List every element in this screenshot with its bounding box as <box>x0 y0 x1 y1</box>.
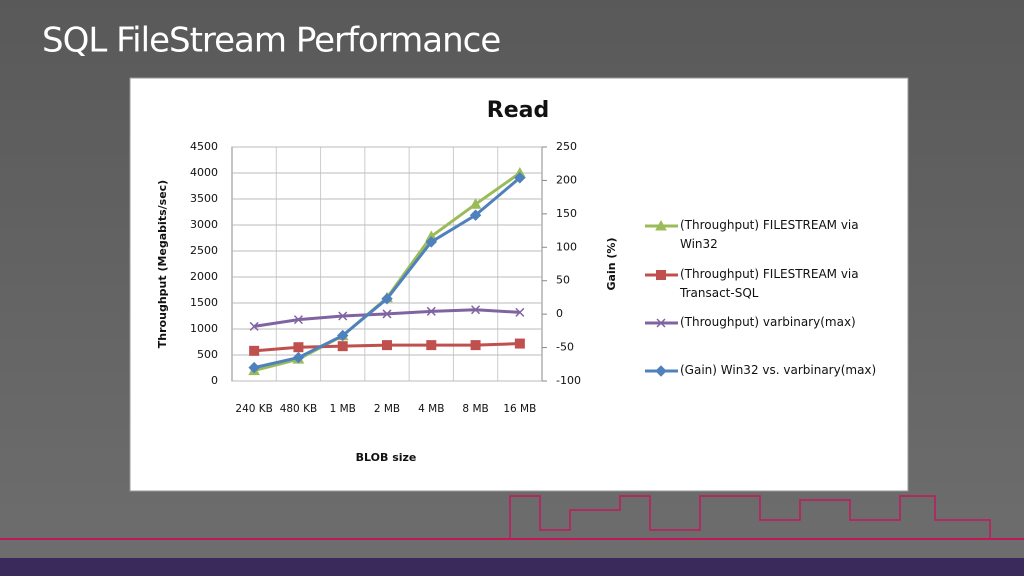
marker <box>469 209 482 221</box>
marker <box>249 345 260 356</box>
skyline <box>509 495 991 538</box>
y-tick-label: 3000 <box>190 218 218 231</box>
marker <box>470 340 481 351</box>
x-tick-label: 4 MB <box>418 403 444 415</box>
y-tick-label: 4000 <box>190 166 218 179</box>
x-tick-label: 1 MB <box>330 403 356 415</box>
marker <box>469 198 482 209</box>
marker <box>338 311 348 321</box>
y2-tick-label: -100 <box>556 374 581 387</box>
marker <box>249 321 259 331</box>
marker <box>337 341 348 352</box>
y-tick-label: 500 <box>197 348 218 361</box>
legend-label: (Throughput) FILESTREAM via Win32 <box>680 218 859 251</box>
marker <box>382 340 392 351</box>
chart-title: Read <box>487 98 549 123</box>
legend-label: (Gain) Win32 vs. varbinary(max) <box>680 363 877 377</box>
x-axis-label: BLOB size <box>356 451 417 464</box>
slide-title: SQL FileStream Performance <box>42 21 500 61</box>
marker <box>656 318 666 328</box>
legend-label: (Throughput) FILESTREAM via Transact-SQL <box>680 267 859 300</box>
y2-tick-label: 250 <box>556 140 577 153</box>
y-tick-label: 0 <box>211 374 218 387</box>
y2-tick-label: 50 <box>556 274 570 287</box>
marker <box>471 305 481 315</box>
marker <box>382 309 392 319</box>
y-tick-label: 1500 <box>190 296 218 309</box>
marker <box>381 293 393 305</box>
x-tick-label: 8 MB <box>462 403 488 415</box>
bottom-band <box>0 558 1024 576</box>
y2-tick-label: 0 <box>556 307 563 320</box>
marker <box>425 236 437 248</box>
y-tick-label: 3500 <box>190 192 218 205</box>
marker <box>248 361 260 374</box>
marker <box>656 270 666 280</box>
marker <box>292 351 305 364</box>
y2-tick-label: 150 <box>556 207 577 220</box>
y2-axis-label: Gain (%) <box>605 238 618 291</box>
marker <box>293 315 303 325</box>
x-tick-label: 2 MB <box>374 403 400 415</box>
marker <box>514 338 525 349</box>
y-tick-label: 4500 <box>190 140 218 153</box>
marker <box>514 172 526 184</box>
legend-label: (Throughput) varbinary(max) <box>680 315 856 329</box>
marker <box>655 365 667 377</box>
y2-tick-label: 100 <box>556 240 577 253</box>
y-axis-label: Throughput (Megabits/sec) <box>156 180 169 348</box>
marker <box>655 219 667 231</box>
x-tick-label: 240 KB <box>235 403 272 415</box>
y-tick-label: 1000 <box>190 322 218 335</box>
x-tick-label: 16 MB <box>503 403 536 415</box>
y2-tick-label: 200 <box>556 173 577 186</box>
marker <box>293 342 304 353</box>
y-tick-label: 2500 <box>190 244 218 257</box>
decor-line <box>0 538 1024 540</box>
x-tick-label: 480 KB <box>280 403 317 415</box>
y2-tick-label: -50 <box>556 341 574 354</box>
marker <box>337 329 349 342</box>
y-tick-label: 2000 <box>190 270 218 283</box>
marker <box>426 306 436 316</box>
marker <box>515 307 525 317</box>
marker <box>426 340 437 351</box>
